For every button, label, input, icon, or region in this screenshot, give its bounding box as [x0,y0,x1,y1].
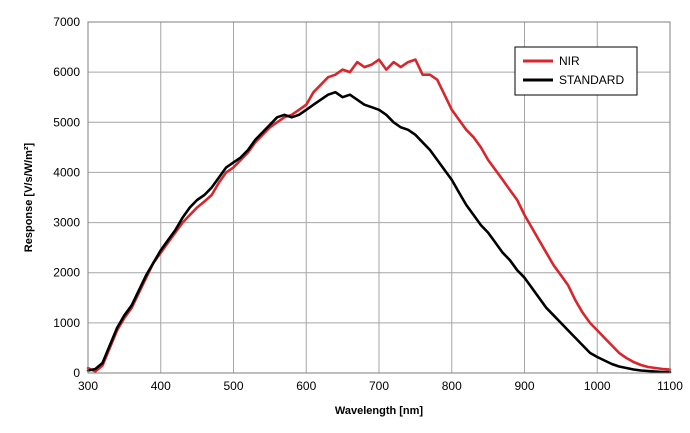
y-axis-title: Response [V/s/W/m²] [23,142,35,252]
x-tick-label: 1000 [584,379,611,393]
legend-label-standard: STANDARD [559,73,624,87]
x-tick-label: 600 [296,379,316,393]
x-tick-label: 400 [151,379,171,393]
y-tick-label: 5000 [53,115,80,129]
y-tick-label: 1000 [53,316,80,330]
series-line-nir [86,58,672,373]
x-tick-label: 700 [369,379,389,393]
x-tick-label: 300 [78,379,98,393]
legend: NIR STANDARD [514,46,638,96]
y-tick-label: 0 [73,366,80,380]
x-tick-label: 1100 [657,379,683,393]
legend-box [514,46,638,96]
y-tick-label: 3000 [53,216,80,230]
plot-frame [87,21,671,374]
y-tick-label: 7000 [53,15,80,29]
y-tick-label: 6000 [53,65,80,79]
x-tick-label: 900 [514,379,534,393]
x-axis-title: Wavelength [nm] [335,405,424,417]
series-lines [86,58,672,374]
y-tick-label: 2000 [53,266,80,280]
x-tick-label: 800 [442,379,462,393]
tick-labels: 300 400 500 600 700 800 900 1000 1100 0 1000 2000 30… [53,15,683,393]
legend-label-nir: NIR [559,54,580,68]
y-tick-label: 4000 [53,165,80,179]
series-line-standard [86,90,672,374]
x-tick-label: 500 [223,379,243,393]
